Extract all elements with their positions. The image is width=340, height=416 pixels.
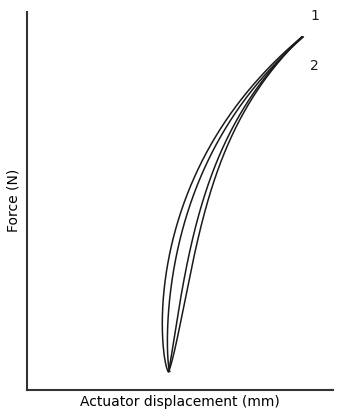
Y-axis label: Force (N): Force (N) [7,169,21,232]
Text: 2: 2 [310,59,319,72]
Text: 1: 1 [310,9,319,22]
X-axis label: Actuator displacement (mm): Actuator displacement (mm) [80,395,280,409]
